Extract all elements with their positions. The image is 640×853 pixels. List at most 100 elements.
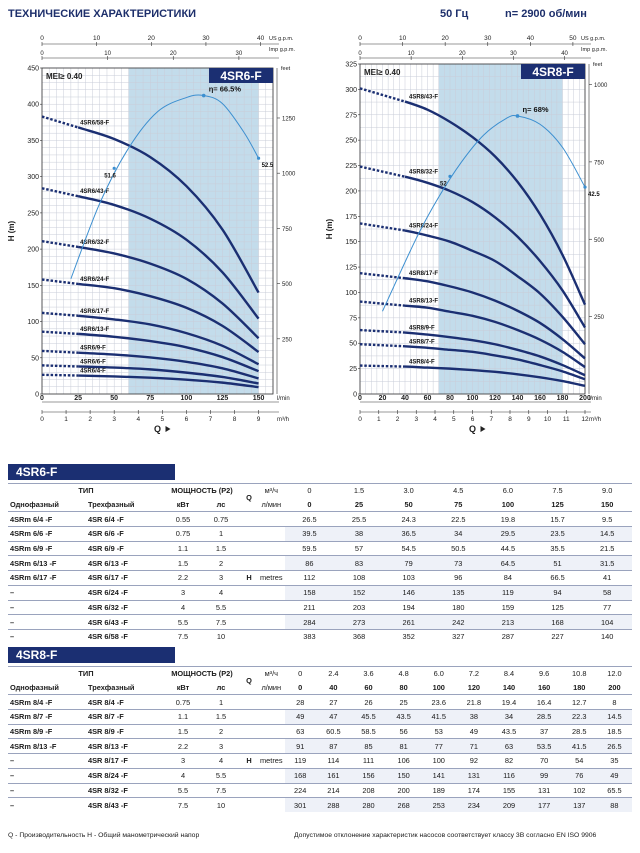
head-curve — [77, 282, 260, 353]
head-curve-dashed — [41, 311, 79, 317]
three-phase-model: 4SR 6/58 -F — [86, 628, 164, 644]
efficiency-point-label: 52.5 — [262, 163, 274, 169]
imp-tick-label: 40 — [561, 51, 568, 57]
bottom-tick-label: 5 — [161, 416, 165, 423]
head-value: 64.5 — [483, 555, 533, 571]
efficiency-point — [448, 174, 452, 178]
head-value: 99 — [526, 767, 562, 783]
series-label: 4SR8/9-F — [409, 326, 435, 332]
power-kw: 2.2 — [164, 738, 202, 754]
three-phase-model: 4SR 8/17 -F — [86, 753, 164, 769]
head-value: 77 — [421, 738, 457, 754]
head-value: 87 — [315, 738, 351, 754]
power-header: МОЩНОСТЬ (P2) — [164, 665, 240, 681]
head-value: 50.5 — [433, 540, 484, 556]
footer-legend: Q - Производительность H - Общий маномет… — [8, 832, 200, 839]
three-phase-model: 4SR 6/6 -F — [86, 526, 164, 542]
head-value: 119 — [483, 584, 533, 600]
y-tick-label: 150 — [27, 283, 39, 290]
bottom-tick-label: 1 — [64, 416, 68, 423]
head-curve — [78, 351, 259, 380]
q-m3h-value: 6.0 — [483, 482, 533, 498]
x-axis-label: Q — [154, 424, 161, 434]
footer-tolerance: Допустимое отклонение характеристик насо… — [294, 832, 597, 839]
efficiency-peak-label: η= 68% — [523, 105, 549, 114]
head-value: 65.5 — [596, 782, 632, 798]
x-unit-label: l/min — [277, 396, 290, 402]
series-label: 4SR8/17-F — [409, 271, 438, 277]
head-value: 9.5 — [582, 511, 632, 527]
head-value: 39.5 — [284, 526, 335, 542]
head-value: 41.5 — [561, 738, 597, 754]
head-value: 203 — [334, 599, 384, 615]
kw-header: кВт — [176, 500, 190, 510]
single-phase-model: 4SRm 8/13 -F — [8, 738, 86, 754]
head-value: 125 — [532, 599, 583, 615]
y-tick-label: 0 — [35, 392, 39, 399]
efficiency-curve — [382, 114, 586, 312]
q-lmin-value: 120 — [467, 683, 481, 693]
bottom-tick-label: 9 — [257, 416, 261, 423]
head-value: 112 — [284, 570, 335, 586]
single-phase-model: 4SRm 6/9 -F — [8, 540, 86, 556]
q-header: Q — [240, 665, 258, 695]
head-value: 327 — [433, 628, 484, 644]
head-value: 34 — [491, 709, 527, 725]
bottom-tick-label: 4 — [433, 416, 437, 423]
power-kw: 7.5 — [164, 628, 202, 644]
head-value: 21.8 — [456, 694, 492, 710]
efficiency-point-label: 52 — [440, 181, 447, 187]
efficiency-peak-point — [201, 93, 206, 98]
q-lmin-value: 40 — [329, 683, 338, 693]
head-curve-dashed — [359, 300, 406, 307]
power-kw: 1.1 — [164, 540, 202, 556]
x-tick-label: 200 — [579, 395, 591, 402]
q-lmin-value: 180 — [573, 683, 586, 693]
series-label: 4SR8/32-F — [409, 170, 438, 176]
head-value: 108 — [334, 570, 384, 586]
head-value: 268 — [386, 797, 422, 812]
head-value: 54.5 — [383, 540, 434, 556]
y-tick-label: 300 — [345, 87, 357, 94]
top-tick-label: 10 — [399, 35, 407, 42]
efficiency-point-label: 42.5 — [588, 192, 600, 198]
head-value: 200 — [386, 782, 422, 798]
table-row: –4SR 8/24 -F 4 5.5 168 161 156 150 141 131 116 99 7… — [8, 767, 632, 783]
table-subheader-row: Однофазный Трехфазный кВт лс л/мин 0 40 60 80 100… — [8, 681, 632, 695]
q-arrow-icon — [480, 426, 486, 432]
series-label: 4SR6/9-F — [80, 346, 106, 352]
chart-4sr6: MEI≥ 0.40 4SR6-F0501001502002503003504004… — [7, 35, 296, 434]
head-curve-dashed — [359, 222, 406, 232]
q-lmin-value: 80 — [399, 683, 408, 693]
head-curve-dashed — [41, 349, 79, 354]
x-tick-label: 60 — [424, 395, 432, 402]
series-label: 4SR6/58-F — [80, 120, 109, 126]
power-hp: 0.75 — [202, 511, 240, 527]
y-tick-label: 100 — [345, 290, 357, 297]
single-phase-model: – — [8, 614, 86, 630]
head-value: 25 — [386, 694, 422, 710]
y-tick-label: 350 — [27, 138, 39, 145]
y-tick-label: 400 — [27, 102, 39, 109]
series-label: 4SR8/13-F — [409, 299, 438, 305]
imp-tick-label: 0 — [358, 51, 362, 57]
head-curve — [77, 126, 260, 294]
head-curve — [404, 331, 586, 377]
bottom-tick-label: 10 — [544, 416, 552, 423]
power-kw: 3 — [164, 584, 202, 600]
power-hp: 5.5 — [202, 767, 240, 783]
x-tick-label: 100 — [181, 395, 193, 402]
plot-frame — [41, 67, 274, 395]
three-phase-model: 4SR 6/4 -F — [86, 511, 164, 527]
head-value: 28.5 — [561, 723, 597, 739]
y-tick-label: 150 — [345, 239, 357, 246]
power-hp: 7.5 — [202, 782, 240, 798]
head-value: 273 — [334, 614, 384, 630]
x-tick-label: 150 — [253, 395, 265, 402]
head-value: 224 — [284, 782, 316, 798]
head-value: 79 — [383, 555, 434, 571]
head-value: 131 — [456, 767, 492, 783]
q-m3h-value: 10.8 — [561, 665, 597, 681]
